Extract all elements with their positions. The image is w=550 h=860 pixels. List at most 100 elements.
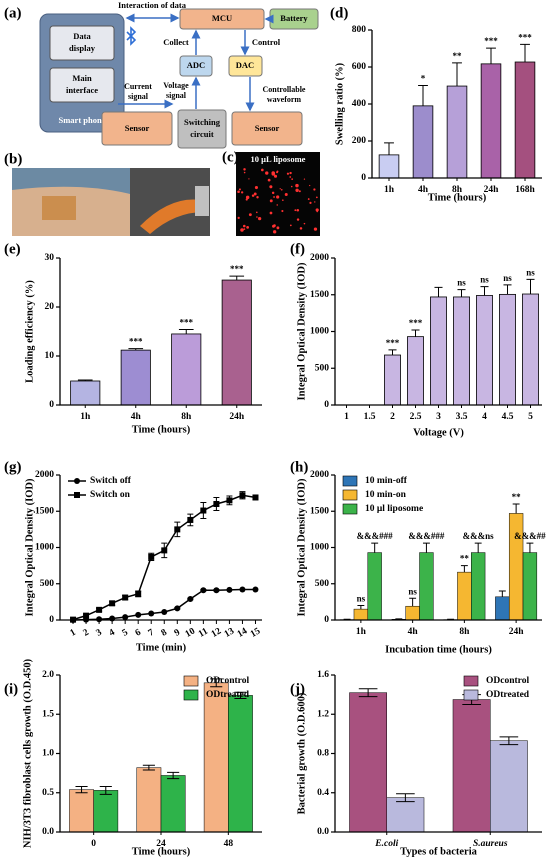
node-label: DAC xyxy=(236,60,254,70)
annotation: ns xyxy=(357,594,366,604)
liposome-dot xyxy=(256,211,258,214)
error-bar xyxy=(234,691,247,700)
x-tick-label: E.coli xyxy=(374,839,398,849)
liposome-dot xyxy=(272,224,275,228)
error-bar xyxy=(498,590,506,597)
liposome-dot xyxy=(279,188,281,190)
x-tick-label: 24h xyxy=(484,185,500,195)
annotation: *** xyxy=(129,337,143,347)
liposome-dot xyxy=(284,193,288,197)
y-axis-label: Loading efficiency (%) xyxy=(24,280,35,383)
annotation: ns xyxy=(503,273,512,283)
legend-swatch xyxy=(342,503,358,515)
annotation: ns xyxy=(457,278,466,288)
liposome-dot xyxy=(289,171,292,175)
bar xyxy=(522,293,539,406)
bar xyxy=(476,295,493,406)
x-tick-label: 0 xyxy=(91,839,96,849)
bar xyxy=(367,552,382,621)
liposome-dot xyxy=(313,188,316,191)
liposome-dot xyxy=(289,224,292,227)
node-label: Battery xyxy=(280,13,308,23)
bar xyxy=(160,775,186,833)
annotation: &&&## xyxy=(514,531,546,541)
bar xyxy=(136,767,162,833)
y-tick-label: 2.0 xyxy=(42,670,54,680)
legend-label: 10 μl liposome xyxy=(365,504,423,514)
bluetooth-icon xyxy=(126,26,137,46)
error-bar xyxy=(77,379,93,381)
bar xyxy=(446,85,468,179)
y-tick-label: 1000 xyxy=(310,327,329,337)
marker xyxy=(239,586,246,593)
liposome-dot xyxy=(295,183,299,188)
error-bar xyxy=(499,736,519,746)
y-tick-label: 1.0 xyxy=(42,749,54,759)
legend-swatch xyxy=(342,489,358,501)
liposome-dot xyxy=(282,199,284,201)
liposome-dot xyxy=(254,185,258,190)
error-bar xyxy=(512,503,520,514)
liposome-dot xyxy=(248,178,250,180)
liposome-dot xyxy=(240,191,244,194)
liposome-dot xyxy=(276,226,280,230)
marker xyxy=(96,616,103,623)
annotation: ** xyxy=(512,492,522,502)
x-axis-label: Voltage (V) xyxy=(413,427,464,438)
liposome-dot xyxy=(291,178,293,180)
error-bar xyxy=(434,286,443,297)
bar xyxy=(171,333,202,406)
x-tick-label: 2 xyxy=(82,628,91,639)
error-bar xyxy=(178,329,194,334)
bar xyxy=(490,740,528,833)
y-axis-label: Integral Optical Density (IOD) xyxy=(296,262,307,400)
x-tick-label: 1h xyxy=(384,185,395,195)
error-bar xyxy=(396,793,415,803)
y-tick-label: 0 xyxy=(361,173,366,183)
x-tick-label: 15 xyxy=(249,626,262,640)
liposome-dot xyxy=(242,224,246,228)
liposome-dot xyxy=(246,225,250,229)
liposome-dot xyxy=(315,196,318,199)
x-tick-label: 8h xyxy=(452,185,463,195)
bar xyxy=(386,797,425,833)
edge-label: Interaction of data xyxy=(118,0,187,10)
switch-box xyxy=(177,109,227,149)
marker xyxy=(135,611,142,618)
sensor-box xyxy=(231,111,303,146)
liposome-dot xyxy=(273,196,275,198)
liposome-dot xyxy=(315,208,319,212)
x-tick-label: 12 xyxy=(210,626,223,640)
liposome-dot xyxy=(276,195,280,199)
error-bar xyxy=(457,289,466,297)
axis xyxy=(59,475,262,621)
y-tick-label: 0.4 xyxy=(317,788,329,798)
y-tick-label: 500 xyxy=(315,363,330,373)
error-bar xyxy=(480,286,489,296)
marker xyxy=(161,547,168,554)
bar xyxy=(70,380,101,406)
chart: (j) 0.0 0.4 0.8 1.2 1.6 Bacterial growth (O.D.… xyxy=(290,670,542,857)
node-label: Data display xyxy=(69,31,96,53)
x-tick-label: 1h xyxy=(80,412,91,422)
legend-label: 10 min-off xyxy=(365,476,408,486)
bar xyxy=(384,354,401,406)
y-axis-label: Integral Optical Density (IOD) xyxy=(296,478,307,616)
diagram: (a) Data display Main interface Smart phon… xyxy=(4,0,319,149)
mcu-box xyxy=(179,8,265,30)
x-tick-label: 24h xyxy=(509,627,525,637)
marker xyxy=(74,478,80,484)
edge-label: Control xyxy=(252,37,281,47)
clip xyxy=(195,186,209,216)
node-label: MCU xyxy=(212,13,232,23)
legend-label: ODtreated xyxy=(486,690,530,700)
liposome-dot xyxy=(271,171,275,175)
marker xyxy=(148,553,155,560)
patch xyxy=(42,196,76,220)
liposome-dot xyxy=(281,209,284,213)
legend-swatch xyxy=(183,675,199,687)
y-tick-label: 1000 xyxy=(310,543,329,553)
error-bar xyxy=(142,764,155,771)
x-axis-label: Time (min) xyxy=(136,642,187,653)
